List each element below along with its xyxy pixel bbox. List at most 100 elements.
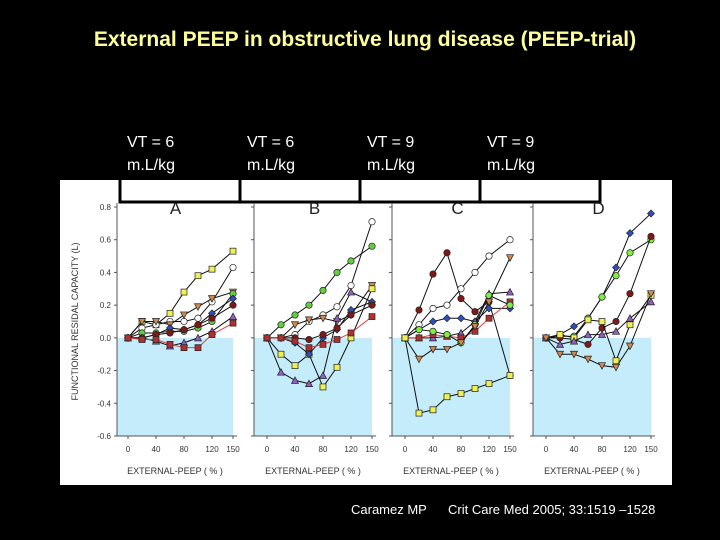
panel-label: D xyxy=(592,199,604,218)
vt-value: VT = 6 xyxy=(127,134,175,151)
data-point-circle xyxy=(626,249,634,257)
panel-c: 0 40 80 120 150 EXTERNAL-PEEP ( % ) C xyxy=(389,199,517,476)
data-point-square xyxy=(138,336,146,343)
data-point-diamond xyxy=(626,229,634,238)
data-point-triangle xyxy=(646,297,656,306)
x-tick-label: 0 xyxy=(265,445,270,454)
x-tick-label: 120 xyxy=(205,445,219,454)
data-point-triangle xyxy=(625,313,635,322)
data-point-triangle-down xyxy=(583,355,593,364)
data-point-triangle-down xyxy=(318,314,328,323)
series-line xyxy=(127,291,234,339)
data-point-square xyxy=(368,285,376,293)
data-point-square xyxy=(124,334,132,342)
data-point-circle xyxy=(347,311,355,319)
data-point-square xyxy=(485,314,493,322)
data-point-circle xyxy=(471,268,479,276)
data-point-triangle-down xyxy=(484,298,494,307)
x-tick-label: 80 xyxy=(457,445,466,454)
y-tick-label: -0.6 xyxy=(97,432,111,441)
data-point-circle xyxy=(305,335,313,344)
data-point-circle xyxy=(443,249,451,257)
series-line xyxy=(404,239,511,339)
data-point-square xyxy=(598,318,606,325)
y-tick-label: 0.2 xyxy=(100,301,112,310)
data-point-square xyxy=(556,331,564,338)
series-line xyxy=(545,293,652,368)
data-point-square xyxy=(457,390,465,397)
data-point-circle xyxy=(368,242,376,250)
series xyxy=(400,254,515,364)
data-point-circle xyxy=(319,331,327,339)
x-tick-label: 0 xyxy=(403,445,408,454)
vt-unit: m.L/kg xyxy=(247,157,296,174)
data-point-square xyxy=(305,344,313,352)
x-tick-label: 40 xyxy=(291,445,300,454)
vt-label-b: VT = 6 m.L/kg xyxy=(247,131,295,177)
data-point-triangle-down xyxy=(456,339,466,348)
data-point-square xyxy=(229,319,237,327)
vt-label-d: VT = 9 m.L/kg xyxy=(487,131,535,177)
data-point-square xyxy=(429,406,437,414)
data-point-circle xyxy=(368,218,376,226)
data-point-triangle xyxy=(583,330,593,338)
data-point-circle xyxy=(598,293,606,301)
negative-region xyxy=(533,337,651,436)
data-point-square xyxy=(333,336,341,343)
data-point-square xyxy=(415,334,423,342)
data-point-square xyxy=(584,316,592,324)
x-tick-label: 40 xyxy=(570,445,579,454)
data-point-triangle xyxy=(611,327,621,335)
x-tick-label: 80 xyxy=(180,445,189,454)
data-point-triangle xyxy=(505,287,515,296)
data-point-circle xyxy=(291,311,299,319)
data-point-circle xyxy=(333,268,341,276)
data-point-diamond xyxy=(647,209,655,218)
data-point-circle xyxy=(208,314,216,322)
data-point-square xyxy=(485,380,493,388)
data-point-triangle xyxy=(228,312,238,320)
negative-region xyxy=(117,337,233,436)
data-point-circle xyxy=(429,327,437,335)
data-point-square xyxy=(626,321,634,329)
x-axis-label: EXTERNAL-PEEP ( % ) xyxy=(544,466,640,476)
data-point-circle xyxy=(305,301,313,309)
data-point-circle xyxy=(626,290,634,298)
x-axis-label: EXTERNAL-PEEP ( % ) xyxy=(127,466,223,476)
data-point-circle xyxy=(443,301,451,309)
data-point-triangle-down xyxy=(442,345,452,354)
data-point-triangle xyxy=(346,287,356,296)
x-tick-label: 120 xyxy=(623,445,637,454)
x-tick-label: 150 xyxy=(365,445,379,454)
data-point-triangle-down xyxy=(597,362,607,370)
data-point-square xyxy=(208,265,216,273)
data-point-square xyxy=(291,362,299,370)
data-point-square xyxy=(347,329,355,337)
series xyxy=(541,290,656,372)
x-tick-label: 40 xyxy=(429,445,438,454)
panel-label: C xyxy=(451,199,463,218)
panel-b: 0 40 80 120 150 EXTERNAL-PEEP ( % ) B xyxy=(251,199,379,476)
data-point-circle xyxy=(506,301,514,309)
data-point-circle xyxy=(333,324,341,332)
data-point-triangle xyxy=(276,367,286,376)
data-point-circle xyxy=(319,286,327,294)
citation-author: Caramez MP xyxy=(351,502,427,517)
y-tick-label: -0.2 xyxy=(97,367,111,376)
x-tick-label: 150 xyxy=(644,445,658,454)
data-point-square xyxy=(401,334,409,342)
x-axis-label: EXTERNAL-PEEP ( % ) xyxy=(265,466,361,476)
data-point-triangle xyxy=(318,371,328,379)
series xyxy=(401,334,514,417)
data-point-triangle xyxy=(193,333,203,342)
series xyxy=(263,313,376,352)
x-tick-label: 80 xyxy=(319,445,328,454)
vt-bracket xyxy=(118,180,602,204)
x-tick-label: 120 xyxy=(344,445,358,454)
x-axis-label: EXTERNAL-PEEP ( % ) xyxy=(403,466,499,476)
data-point-triangle-down xyxy=(290,321,300,330)
data-point-triangle xyxy=(332,313,342,322)
data-point-square xyxy=(612,357,620,365)
vt-unit: m.L/kg xyxy=(127,157,176,174)
data-point-square xyxy=(229,247,237,255)
